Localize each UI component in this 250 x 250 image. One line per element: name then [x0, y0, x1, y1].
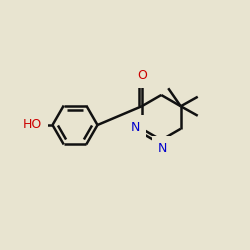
Text: N: N [130, 121, 140, 134]
Text: O: O [137, 69, 147, 82]
Text: HO: HO [22, 118, 42, 132]
Text: N: N [158, 142, 167, 156]
